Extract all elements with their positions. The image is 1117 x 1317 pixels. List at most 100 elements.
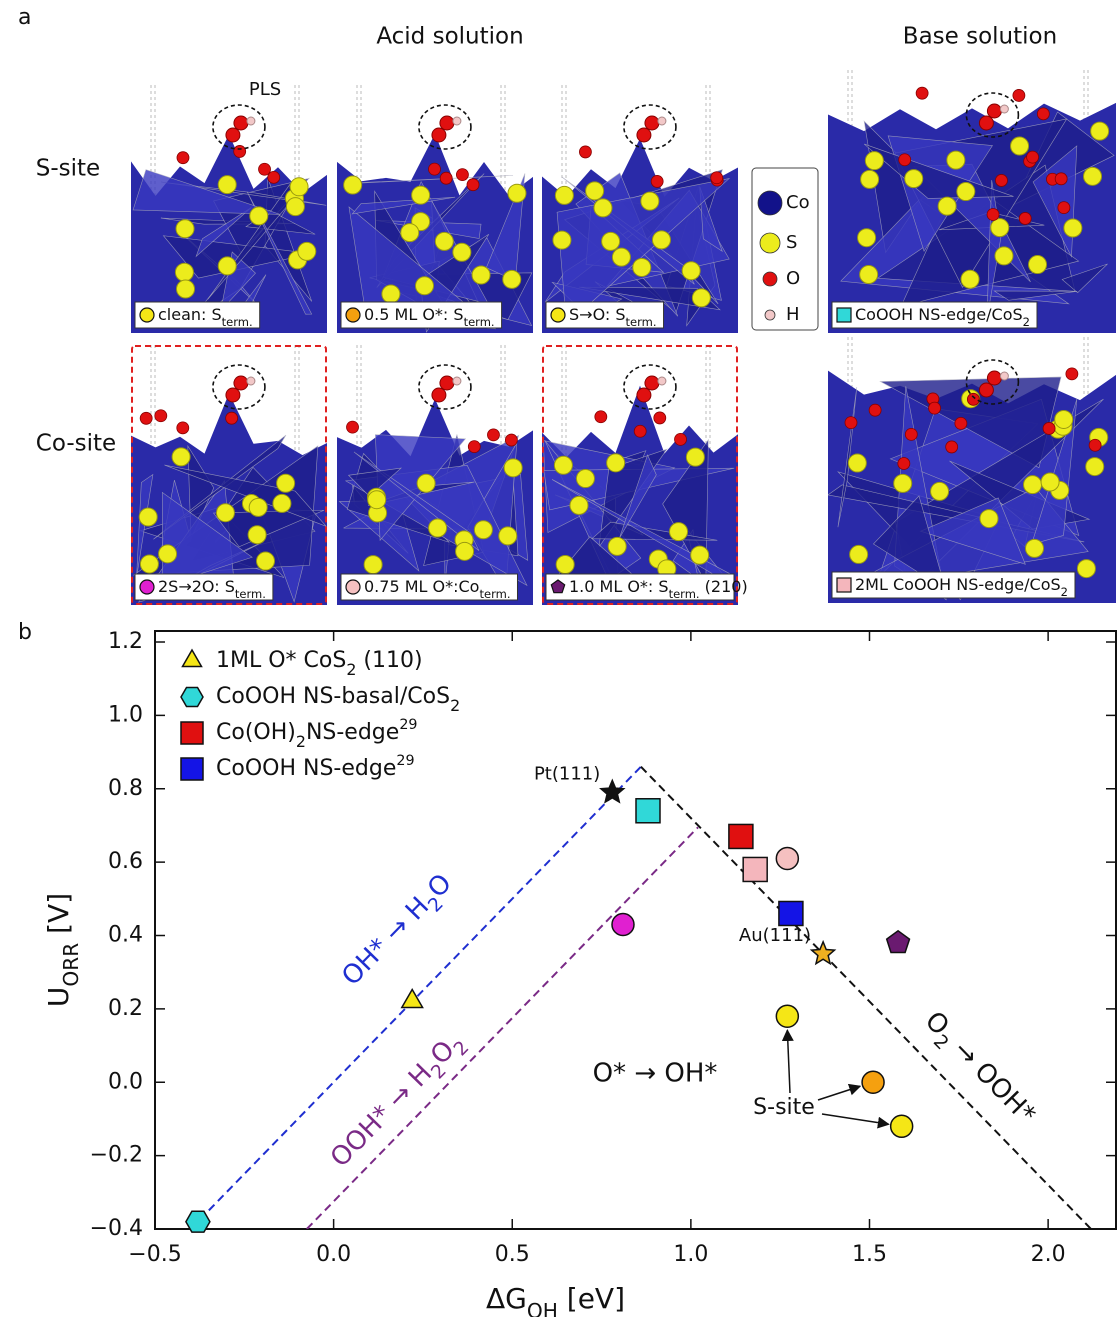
marker-circle [776,847,798,869]
marker-circle [140,580,154,594]
oxygen-atom [1019,212,1031,224]
sulfur-atom [1026,539,1044,557]
oxygen-atom [468,441,480,453]
oxygen-atom [1043,422,1055,434]
oxygen-atom [234,145,246,157]
oxygen-atom [440,116,454,130]
text-part: [eV] [558,1282,625,1315]
oxygen-atom [226,128,240,142]
oxygen-atom [226,388,240,402]
sulfur-atom [652,231,670,249]
sulfur-atom [277,474,295,492]
text-part: term. [669,587,700,601]
sulfur-atom [1077,560,1095,578]
oxygen-atom [967,393,979,405]
annotation-arrow [818,1086,860,1100]
sulfur-atom [456,542,474,560]
sulfur-atom [947,151,965,169]
oxygen-atom [155,410,167,422]
sulfur-atom [1086,458,1104,476]
sulfur-atom [894,474,912,492]
text-part: ORR [59,943,83,987]
text-part: term. [479,587,510,601]
sulfur-atom [850,545,868,563]
oxygen-atom [432,128,446,142]
y-tick-label: 0.2 [108,996,143,1021]
sulfur-atom [140,555,158,573]
sulfur-atom [586,182,604,200]
text-part: CoOOH NS-basal/CoS [216,684,450,709]
sulfur-atom [1055,410,1073,428]
sulfur-atom [273,494,291,512]
structure-tile [337,85,533,333]
oxygen-atom [1027,151,1039,163]
sulfur-atom [139,508,157,526]
point-label: Pt(111) [534,763,600,784]
guide-line [307,827,698,1229]
sulfur-atom [474,521,492,539]
text-part: S→O: S [569,305,626,324]
sulfur-atom [218,257,236,275]
sulfur-atom [553,231,571,249]
oxygen-atom [440,172,452,184]
oxygen-atom [654,412,666,424]
oxygen-atom [995,174,1007,186]
text-part: 2 [346,660,356,679]
sulfur-atom [472,266,490,284]
marker-square [779,901,803,925]
oxygen-atom [487,429,499,441]
y-tick-label: 1.2 [108,629,143,654]
marker-triangle [402,990,423,1008]
marker-square [729,824,753,848]
text-part: NS-edge [306,720,399,745]
hydrogen-atom [453,117,461,125]
sulfur-atom [175,263,193,281]
y-axis-label: UORR [V] [42,893,83,1007]
text-part: (110) [356,648,422,673]
y-tick-label: 0.0 [108,1069,143,1094]
text-part: U [42,987,75,1008]
oxygen-atom [711,172,723,184]
sulfur-atom [991,219,1009,237]
atom-swatch [760,233,780,253]
structure-tile [337,345,533,605]
text-part: CoOOH NS-edge/CoS [855,305,1023,324]
annotation-arrow [787,1030,790,1093]
text-part: OH* → H [336,891,435,991]
text-part: (210) [700,577,748,596]
panel-label: b [18,620,32,645]
sulfur-atom [556,556,574,574]
structure-tile [542,345,738,605]
sulfur-atom [1011,137,1029,155]
text-part: 0.75 ML O*:Co [364,577,479,596]
sulfur-atom [633,258,651,276]
oxygen-atom [432,388,446,402]
sulfur-atom [612,248,630,266]
line-label: O2 → OOH* [915,1006,1042,1135]
column-header: Base solution [903,24,1057,50]
atom-legend-label: O [786,268,800,289]
figure: a Acid solution Base solution S-site Co-… [0,0,1117,1317]
text-part: 1ML O* CoS [216,648,346,673]
oxygen-atom [905,428,917,440]
structure-tile [131,85,327,333]
oxygen-atom [987,209,999,221]
sulfur-atom [670,523,688,541]
sulfur-atom [216,504,234,522]
sulfur-atom [159,545,177,563]
structure-panels: clean: Sterm.0.5 ML O*: Sterm.S→O: Sterm… [131,70,1116,605]
oxygen-atom [595,411,607,423]
row-label: S-site [36,156,100,182]
text-part: → OOH* [942,1029,1042,1130]
sulfur-atom [554,456,572,474]
marker-triangle [183,650,202,667]
oxygen-atom [869,404,881,416]
line-label: OOH* → H2O2 [325,1026,474,1177]
oxygen-atom [637,128,651,142]
guide-line [641,767,1091,1229]
y-tick-label: −0.2 [90,1143,143,1168]
y-tick-label: 0.4 [108,923,143,948]
text-part: OH [527,1299,558,1317]
sulfur-atom [417,474,435,492]
text-part: [V] [42,893,75,943]
